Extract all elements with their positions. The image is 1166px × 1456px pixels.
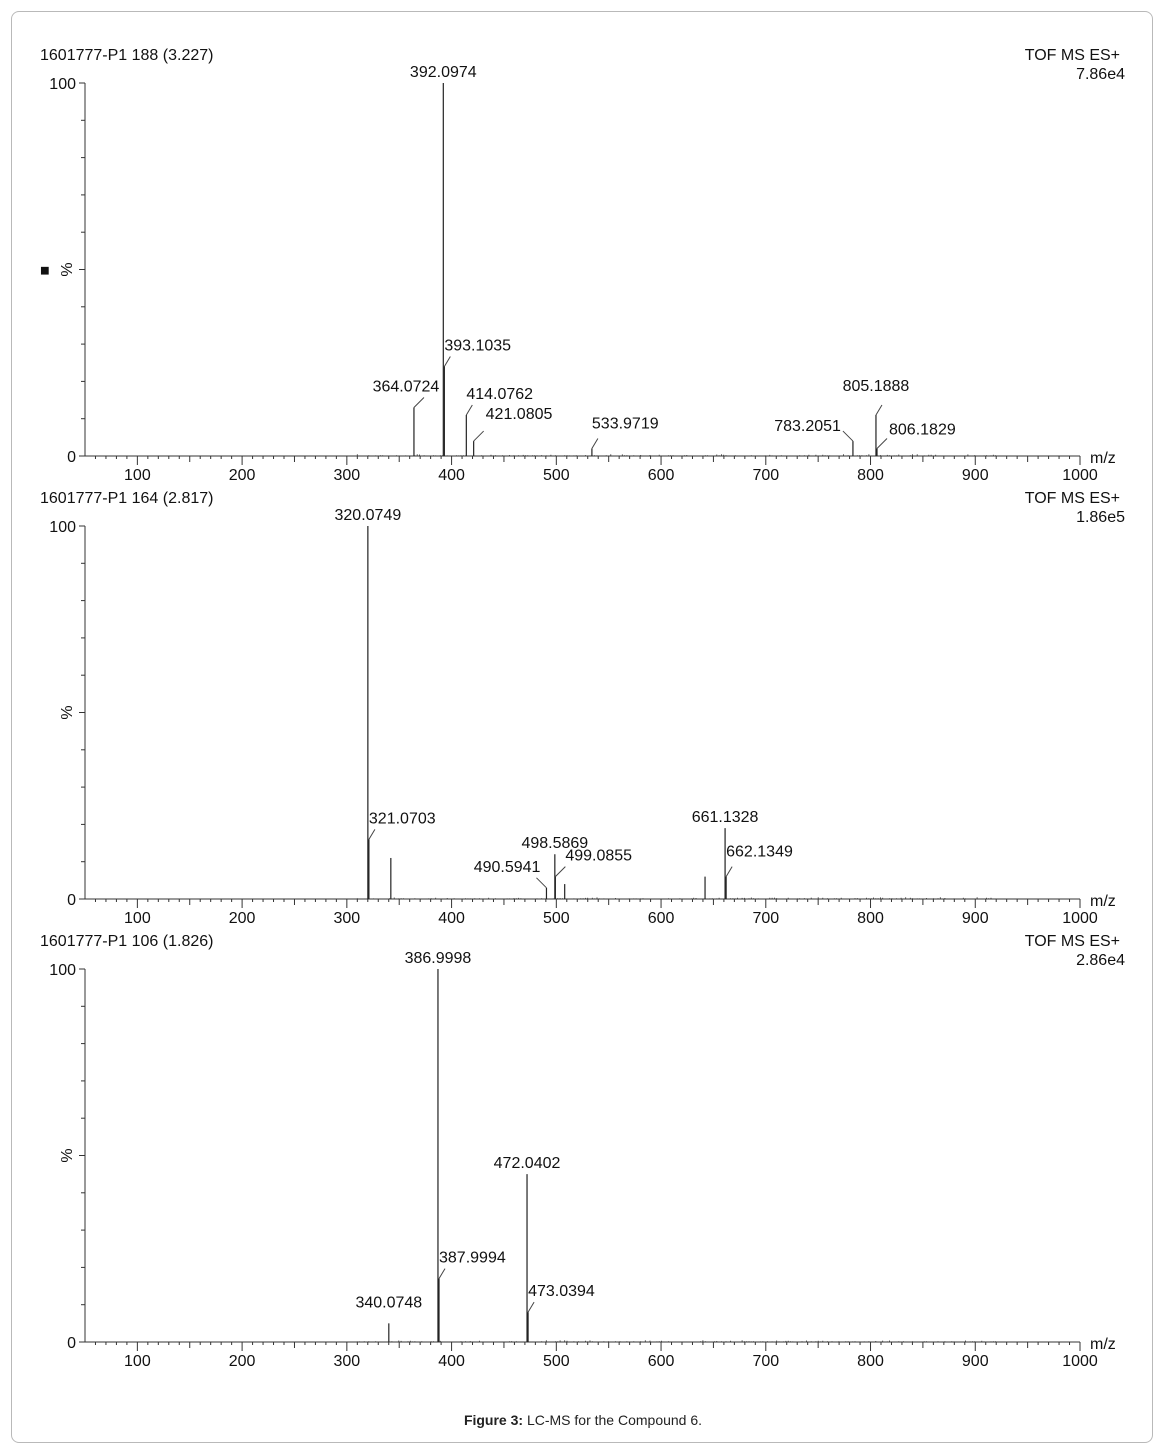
x-tick-label-2: 900 bbox=[962, 910, 989, 927]
peak-leader-2 bbox=[725, 866, 733, 877]
x-tick-label-2: 800 bbox=[857, 910, 884, 927]
peak-leader-1 bbox=[443, 356, 451, 367]
peak-label-1: 806.1829 bbox=[889, 422, 956, 439]
x-tick-label-3: 400 bbox=[438, 1353, 465, 1370]
peak-leader-1 bbox=[413, 397, 425, 408]
peak-leader-1 bbox=[876, 438, 888, 449]
x-tick-label-2: 100 bbox=[124, 910, 151, 927]
peak-leader-2 bbox=[536, 877, 547, 889]
peak-leader-1 bbox=[842, 430, 854, 442]
peak-leader-1 bbox=[465, 404, 473, 416]
peak-label-1: 783.2051 bbox=[774, 418, 841, 435]
peak-leader-3 bbox=[438, 1268, 446, 1279]
x-tick-label-1: 200 bbox=[229, 467, 256, 484]
figure-frame bbox=[11, 11, 1153, 1443]
x-tick-label-2: 500 bbox=[543, 910, 570, 927]
max-intensity-3: 2.86e4 bbox=[1076, 952, 1125, 969]
x-axis-label-2: m/z bbox=[1090, 893, 1116, 910]
peak-leader-3 bbox=[527, 1301, 535, 1313]
peak-label-2: 490.5941 bbox=[474, 859, 541, 876]
x-axis-label-1: m/z bbox=[1090, 450, 1116, 467]
x-tick-label-1: 400 bbox=[438, 467, 465, 484]
x-tick-label-1: 900 bbox=[962, 467, 989, 484]
x-tick-label-3: 900 bbox=[962, 1353, 989, 1370]
x-tick-label-1: 800 bbox=[857, 467, 884, 484]
y-tick-label-2: 100 bbox=[49, 519, 76, 536]
peak-label-3: 472.0402 bbox=[494, 1155, 561, 1172]
y-axis-label-2: % bbox=[59, 705, 76, 719]
max-intensity-2: 1.86e5 bbox=[1076, 509, 1125, 526]
y-tick-label-1: 100 bbox=[49, 76, 76, 93]
x-tick-label-1: 700 bbox=[752, 467, 779, 484]
legend-marker: ■ bbox=[40, 263, 50, 280]
x-tick-label-3: 1000 bbox=[1062, 1353, 1098, 1370]
x-tick-label-1: 500 bbox=[543, 467, 570, 484]
peak-label-1: 805.1888 bbox=[843, 378, 910, 395]
peak-label-2: 320.0749 bbox=[335, 507, 402, 524]
peak-label-2: 321.0703 bbox=[369, 810, 436, 827]
x-tick-label-2: 200 bbox=[229, 910, 256, 927]
x-tick-label-3: 700 bbox=[752, 1353, 779, 1370]
x-tick-label-1: 600 bbox=[648, 467, 675, 484]
x-tick-label-3: 100 bbox=[124, 1353, 151, 1370]
peak-label-2: 499.0855 bbox=[565, 848, 632, 865]
x-tick-label-3: 600 bbox=[648, 1353, 675, 1370]
peak-label-1: 364.0724 bbox=[373, 379, 440, 396]
peak-label-1: 392.0974 bbox=[410, 64, 477, 81]
peak-leader-2 bbox=[368, 829, 376, 840]
x-tick-label-1: 100 bbox=[124, 467, 151, 484]
peak-label-3: 387.9994 bbox=[439, 1250, 506, 1267]
x-tick-label-2: 1000 bbox=[1062, 910, 1098, 927]
baseline-noise-1 bbox=[356, 454, 996, 456]
peak-label-3: 473.0394 bbox=[528, 1283, 595, 1300]
y-tick-label-3: 0 bbox=[67, 1335, 76, 1352]
x-tick-label-1: 1000 bbox=[1062, 467, 1098, 484]
ionization-mode-1: TOF MS ES+ bbox=[1025, 47, 1120, 64]
x-tick-label-1: 300 bbox=[333, 467, 360, 484]
y-tick-label-1: 0 bbox=[67, 449, 76, 466]
x-tick-label-3: 200 bbox=[229, 1353, 256, 1370]
peak-leader-1 bbox=[875, 404, 883, 416]
x-axis-label-3: m/z bbox=[1090, 1336, 1116, 1353]
peak-label-2: 661.1328 bbox=[692, 809, 759, 826]
peak-label-1: 414.0762 bbox=[466, 386, 533, 403]
peak-leader-1 bbox=[473, 430, 485, 442]
x-tick-label-2: 400 bbox=[438, 910, 465, 927]
x-tick-label-3: 300 bbox=[333, 1353, 360, 1370]
peak-label-2: 662.1349 bbox=[726, 844, 793, 861]
peak-label-1: 393.1035 bbox=[444, 337, 511, 354]
x-tick-label-3: 500 bbox=[543, 1353, 570, 1370]
x-tick-label-2: 300 bbox=[333, 910, 360, 927]
y-tick-label-3: 100 bbox=[49, 962, 76, 979]
caption-label: Figure 3: bbox=[463, 1412, 524, 1428]
y-axis-label-3: % bbox=[59, 1148, 76, 1162]
peak-leader-2 bbox=[555, 866, 566, 877]
baseline-noise-3 bbox=[356, 1340, 996, 1342]
figure-caption: Figure 3: LC-MS for the Compound 6. bbox=[0, 1412, 1166, 1428]
peak-label-1: 533.9719 bbox=[592, 416, 659, 433]
caption-text: LC-MS for the Compound 6. bbox=[523, 1412, 703, 1428]
spectrum-title-2: 1601777-P1 164 (2.817) bbox=[40, 490, 213, 507]
spectrum-title-3: 1601777-P1 106 (1.826) bbox=[40, 933, 213, 950]
y-tick-label-2: 0 bbox=[67, 892, 76, 909]
peak-label-3: 386.9998 bbox=[405, 950, 472, 967]
peak-leader-1 bbox=[591, 438, 599, 449]
peak-label-1: 421.0805 bbox=[486, 406, 553, 423]
spectrum-title-1: 1601777-P1 188 (3.227) bbox=[40, 47, 213, 64]
x-tick-label-2: 700 bbox=[752, 910, 779, 927]
max-intensity-1: 7.86e4 bbox=[1076, 66, 1125, 83]
y-axis-label-1: % bbox=[59, 262, 76, 276]
peak-label-3: 340.0748 bbox=[355, 1294, 422, 1311]
ionization-mode-2: TOF MS ES+ bbox=[1025, 490, 1120, 507]
x-tick-label-2: 600 bbox=[648, 910, 675, 927]
peak-label-2: 498.5869 bbox=[521, 835, 588, 852]
x-tick-label-3: 800 bbox=[857, 1353, 884, 1370]
baseline-noise-2 bbox=[356, 897, 996, 899]
ionization-mode-3: TOF MS ES+ bbox=[1025, 933, 1120, 950]
